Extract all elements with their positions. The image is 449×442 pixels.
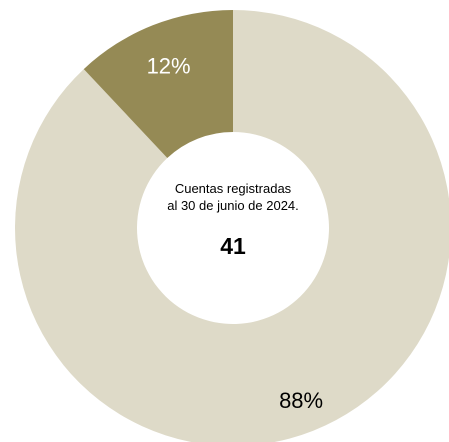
center-caption: Cuentas registradas al 30 de junio de 20… [167,181,299,259]
center-total-value: 41 [220,233,246,259]
donut-slice-88 [15,10,449,442]
slice-label-12: 12% [147,53,191,78]
slice-labels: 88% 12% [147,53,324,413]
center-caption-line-2: al 30 de junio de 2024. [167,198,299,213]
slice-label-88: 88% [279,388,323,413]
center-caption-line-1: Cuentas registradas [175,181,292,196]
donut-slices [15,10,449,442]
donut-slice-12 [83,10,233,159]
